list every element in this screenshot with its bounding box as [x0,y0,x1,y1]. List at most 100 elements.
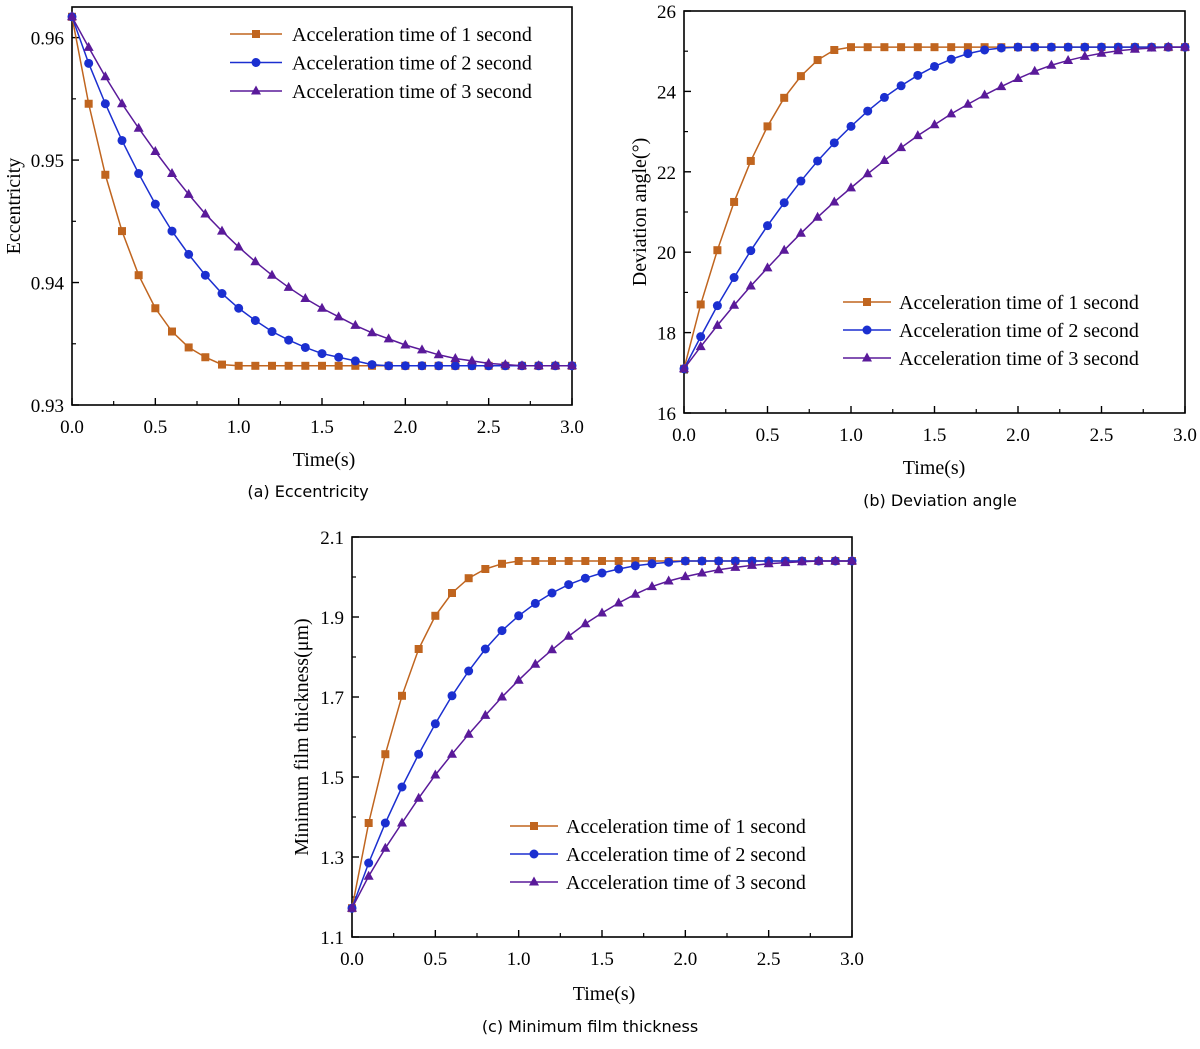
chart-a-series-3-point [283,281,294,291]
chart-b-series-3-point [862,168,873,178]
chart-a-series-3-point [167,168,177,178]
chart-b-legend-marker [862,325,872,335]
chart-c-series-2-point [447,691,457,701]
chart-a-series-3-point [400,339,411,349]
chart-b-series-2-point [996,43,1006,53]
chart-b-x-axis-label: Time(s) [903,457,966,479]
chart-c-series-3 [347,555,857,912]
chart-b-series-2-point [846,121,856,131]
chart-b-series-2-point [879,92,889,102]
chart-c-series-1-point [548,557,556,565]
chart-c-series-3-point [347,902,357,912]
chart-a-x-tick-label: 0.5 [143,417,167,438]
chart-b-series-3-point [679,363,689,373]
chart-c-series-3-point [663,575,674,585]
chart-b-y-axis-label: Deviation angle(°) [629,138,651,287]
chart-c-series-3-point [847,555,857,565]
chart-c-series-2-point [547,588,557,598]
chart-c-x-tick-label: 0.5 [423,949,447,970]
chart-b-legend-marker [863,298,871,306]
chart-c-series-3-point [463,728,474,738]
chart-b-series-2-point [863,106,873,116]
chart-c-y-tick-label: 1.1 [320,928,344,949]
chart-a-series-3-point [133,122,144,132]
chart-b-series-3-point [1180,41,1190,51]
chart-b-series-2-point [829,138,839,148]
chart-b-series-2-point [729,273,739,283]
chart-a-series-2-point [284,335,294,345]
chart-c-series-2-point [647,559,657,569]
chart-c-series-2-point [664,557,674,567]
chart-b-series-3-point [996,81,1007,91]
chart-a-series-3 [67,11,577,370]
chart-c-legend: Acceleration time of 1 second Acceleratio… [510,816,806,894]
chart-c-series-3-point [380,842,391,852]
chart-c-series-3-point [430,769,441,779]
chart-a-series-1-point [84,99,93,108]
chart-b-x-tick-label: 0.5 [756,425,780,446]
chart-c-legend-marker [529,849,539,859]
chart-a-y-tick-label: 0.93 [31,396,64,417]
chart-c-series-3-point [780,557,791,567]
chart-c-series-2-point [530,598,540,608]
chart-b-series-1-point [796,72,805,81]
chart-a-y-tick-label: 0.95 [31,151,64,172]
chart-a-x-tick-label: 0.0 [60,417,84,438]
chart-b-y-tick-label: 16 [657,404,676,425]
chart-b-series-3-point [879,155,890,165]
chart-c-series-2-point [597,568,607,578]
chart-a-series-1-point [118,227,126,236]
chart-a-series-3-point [367,327,377,337]
chart-a-x-tick-label: 1.5 [310,417,334,438]
chart-b-series-1-point [813,56,822,65]
chart-a-series-1-point [284,361,293,370]
chart-b-series-3-point [1146,42,1157,52]
chart-a-legend-entry: Acceleration time of 1 second [292,24,532,46]
chart-c-series-2-point [564,580,574,590]
chart-c-series-3-point [530,658,541,668]
chart-c: 0.0 0.5 1.0 1.5 2.0 2.5 3.0 1.1 1.3 1.5 1.7 1.9 2.1 T… [291,528,864,1036]
chart-b-series-1-point [930,43,939,52]
chart-b-series-1-point [696,300,705,309]
chart-a-series-2-point [367,360,377,370]
chart-c-series-2-point [714,556,724,566]
chart-a-series-3-point [417,344,427,354]
chart-b-series-3-point [712,319,723,329]
chart-c-y-tick-label: 1.9 [320,608,344,629]
chart-b-series-1-point [863,43,872,52]
chart-a-series-2-point [167,226,177,236]
chart-c-series-3-point [513,674,524,684]
chart-c-series-3-point [363,870,374,880]
chart-c-series-1-point [531,557,540,565]
chart-c-series-1-point [381,750,390,759]
chart-a-legend: Acceleration time of 1 second Acceleratio… [230,24,532,103]
chart-a-series-1-point [168,327,176,336]
chart-b-caption: (b) Deviation angle [863,491,1017,510]
chart-c-series-1-point [498,559,506,568]
chart-b-y-tick-label: 20 [657,243,676,264]
chart-a-series-3-point [533,360,544,370]
chart-a-y-tick-label: 0.94 [31,274,65,295]
chart-b-series-1-point [780,93,789,102]
chart-c-x-tick-label: 1.0 [507,949,531,970]
chart-c-y-tick-label: 1.3 [320,848,344,869]
chart-b-series-3-point [912,130,923,140]
chart-b-series-3-point [779,244,790,254]
chart-c-y-tick-label: 1.5 [320,768,344,789]
chart-c-series-1-point [414,645,423,653]
chart-c-x-tick-label: 1.5 [590,949,614,970]
chart-b-series-2-point [1063,42,1073,52]
chart-b-x-tick-label: 0.0 [672,425,696,446]
chart-a-series-2-point [84,58,94,68]
chart-a-x-tick-label: 2.0 [393,417,417,438]
chart-b-series-3-point [695,341,706,351]
chart-a-series-3-point [117,98,127,108]
chart-b-series-3-point [762,262,773,272]
chart-b-series-2-point [946,54,956,64]
chart-a-series-1-point [234,361,243,370]
chart-a-series-2-point [450,361,460,371]
chart-c-series-2-point [730,556,740,566]
chart-a-x-axis-label: Time(s) [293,449,356,471]
chart-c-series-2-point [414,749,424,759]
